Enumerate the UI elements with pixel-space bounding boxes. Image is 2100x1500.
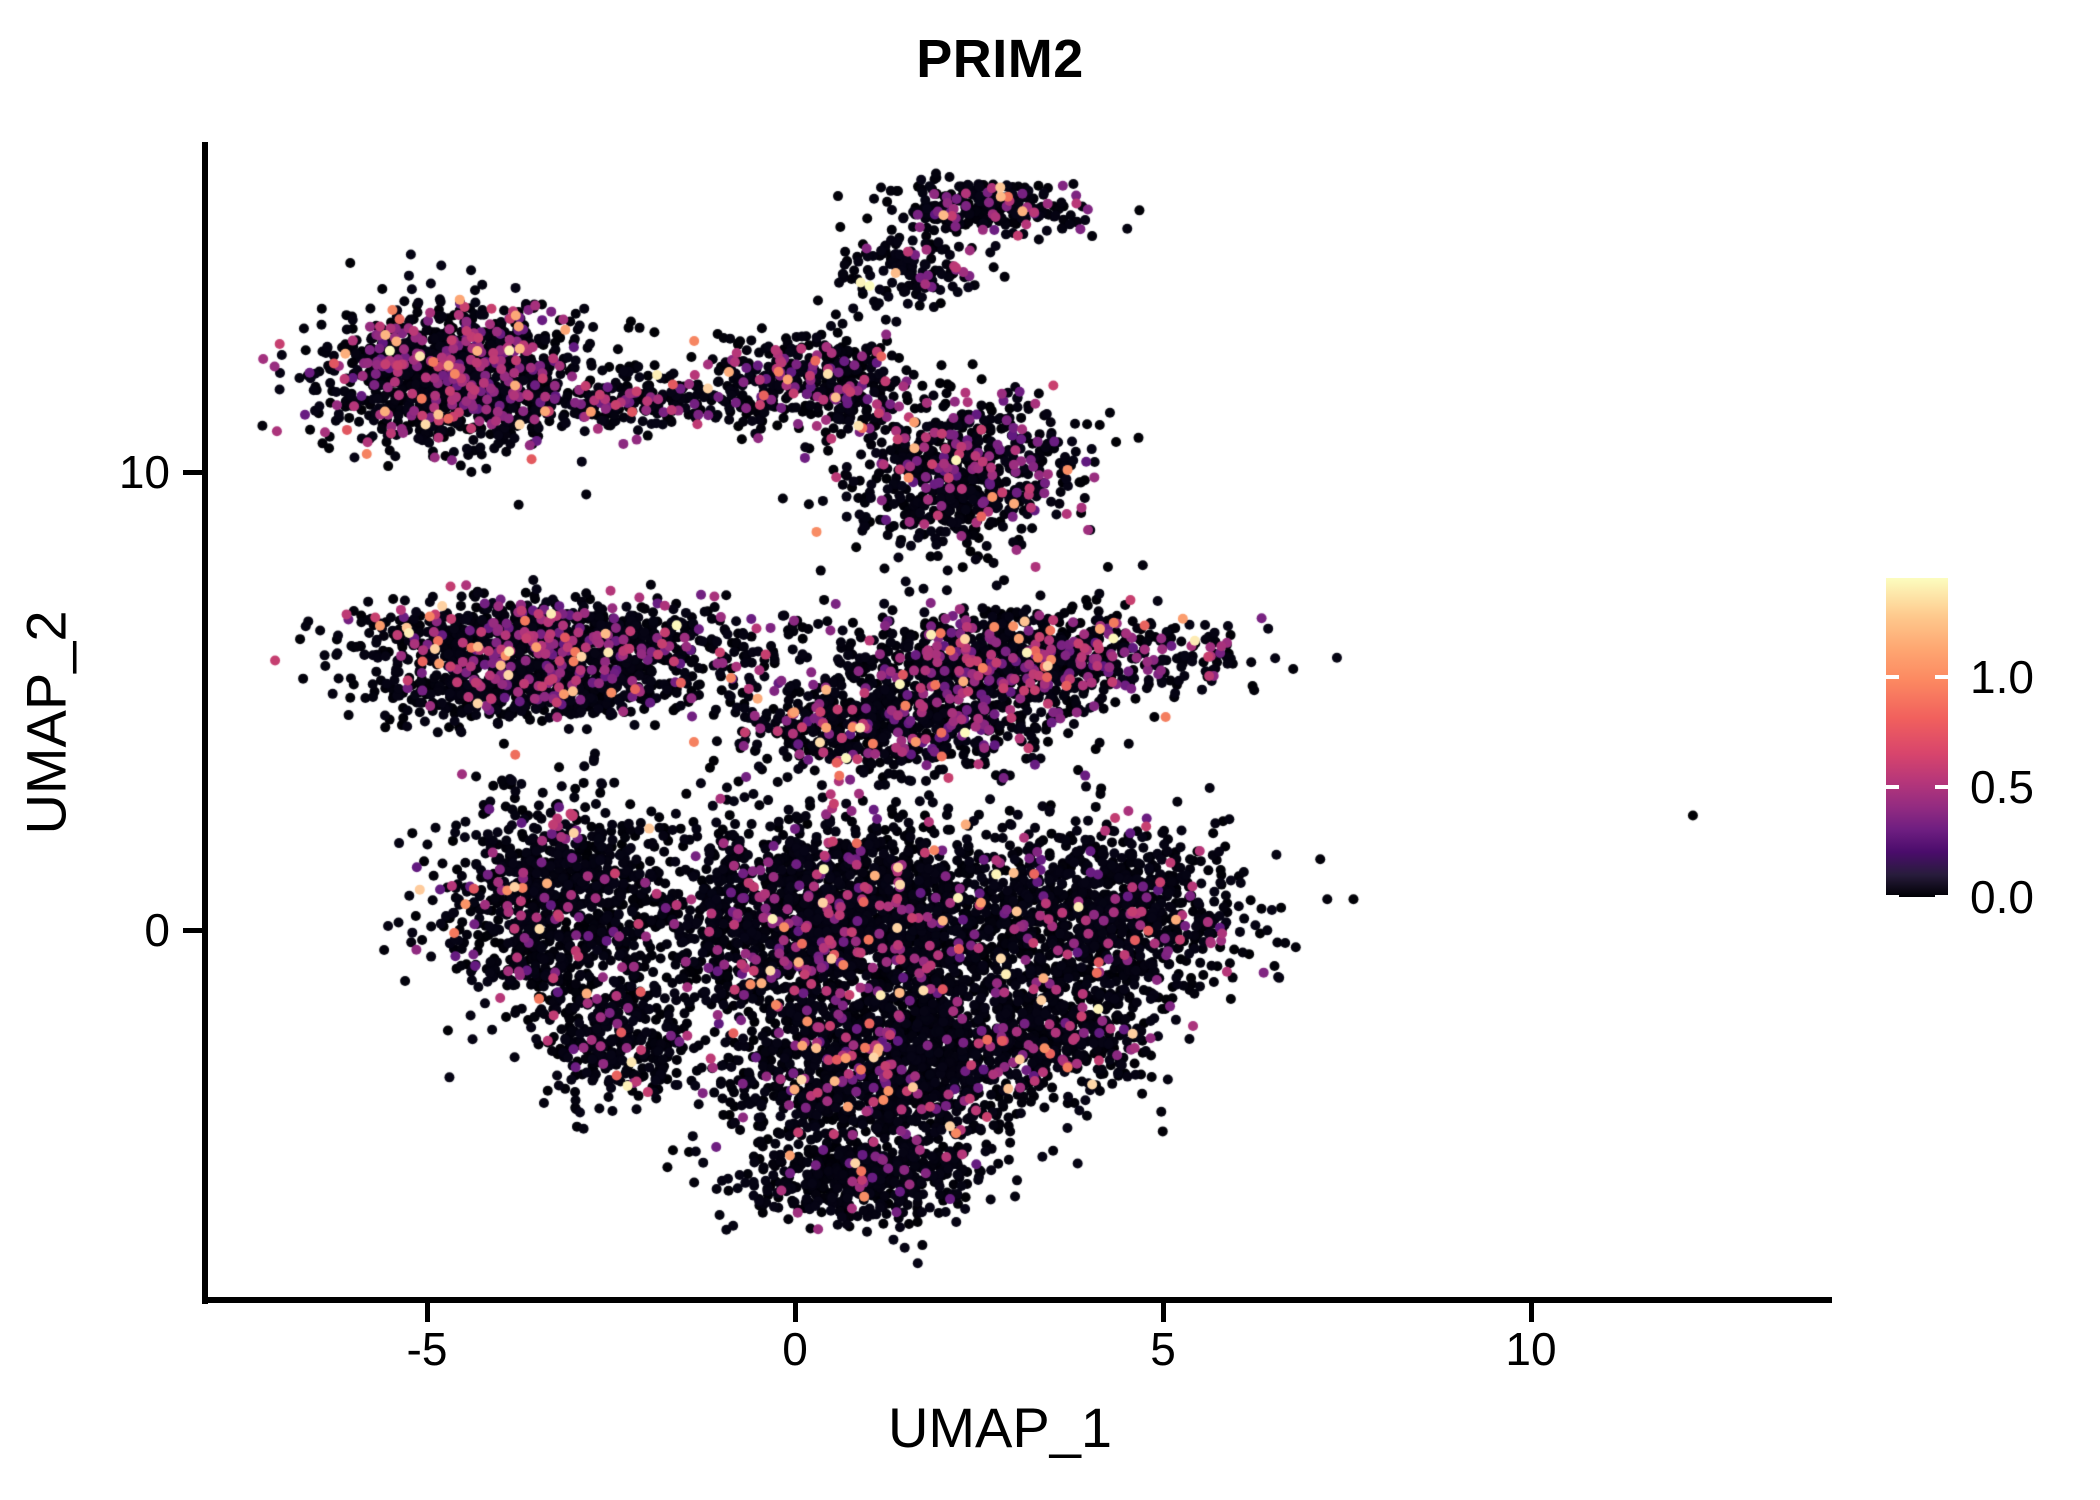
x-tick-label: 10 [1505,1323,1557,1375]
colorbar-tick-mark [1886,895,1899,899]
colorbar-tick-mark [1886,785,1899,789]
y-tick-label: 0 [144,904,170,956]
y-tick-label: 10 [118,446,170,498]
colorbar-tick-label: 1.0 [1970,651,2034,703]
colorbar-tick-mark [1935,785,1948,789]
colorbar-legend: 1.0 0.5 0.0 [1886,578,2086,923]
x-tick-mark [793,1303,798,1322]
x-tick-label: 5 [1150,1323,1176,1375]
x-tick-mark [425,1303,430,1322]
x-axis-line [202,1297,1832,1303]
x-tick-label: -5 [406,1323,448,1375]
colorbar-tick-mark [1886,675,1899,679]
x-tick-label: 0 [782,1323,808,1375]
y-axis-title: UMAP_2 [14,610,78,835]
x-tick-mark [1529,1303,1534,1322]
y-tick-mark [183,470,202,475]
colorbar-gradient [1886,578,1948,897]
x-axis-title: UMAP_1 [887,1396,1113,1459]
x-tick-mark [1161,1303,1166,1322]
y-axis-line [202,142,208,1304]
colorbar-tick-mark [1935,675,1948,679]
colorbar-tick-mark [1935,895,1948,899]
y-tick-mark [183,928,202,933]
colorbar-tick-label: 0.0 [1970,871,2034,923]
colorbar-tick-label: 0.5 [1970,761,2034,813]
scatter-plot-panel [208,142,1830,1297]
chart-title: PRIM2 [916,29,1084,89]
scatter-points-canvas [208,142,1830,1297]
